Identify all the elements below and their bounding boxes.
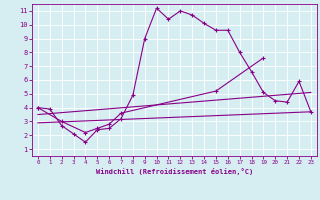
X-axis label: Windchill (Refroidissement éolien,°C): Windchill (Refroidissement éolien,°C): [96, 168, 253, 175]
